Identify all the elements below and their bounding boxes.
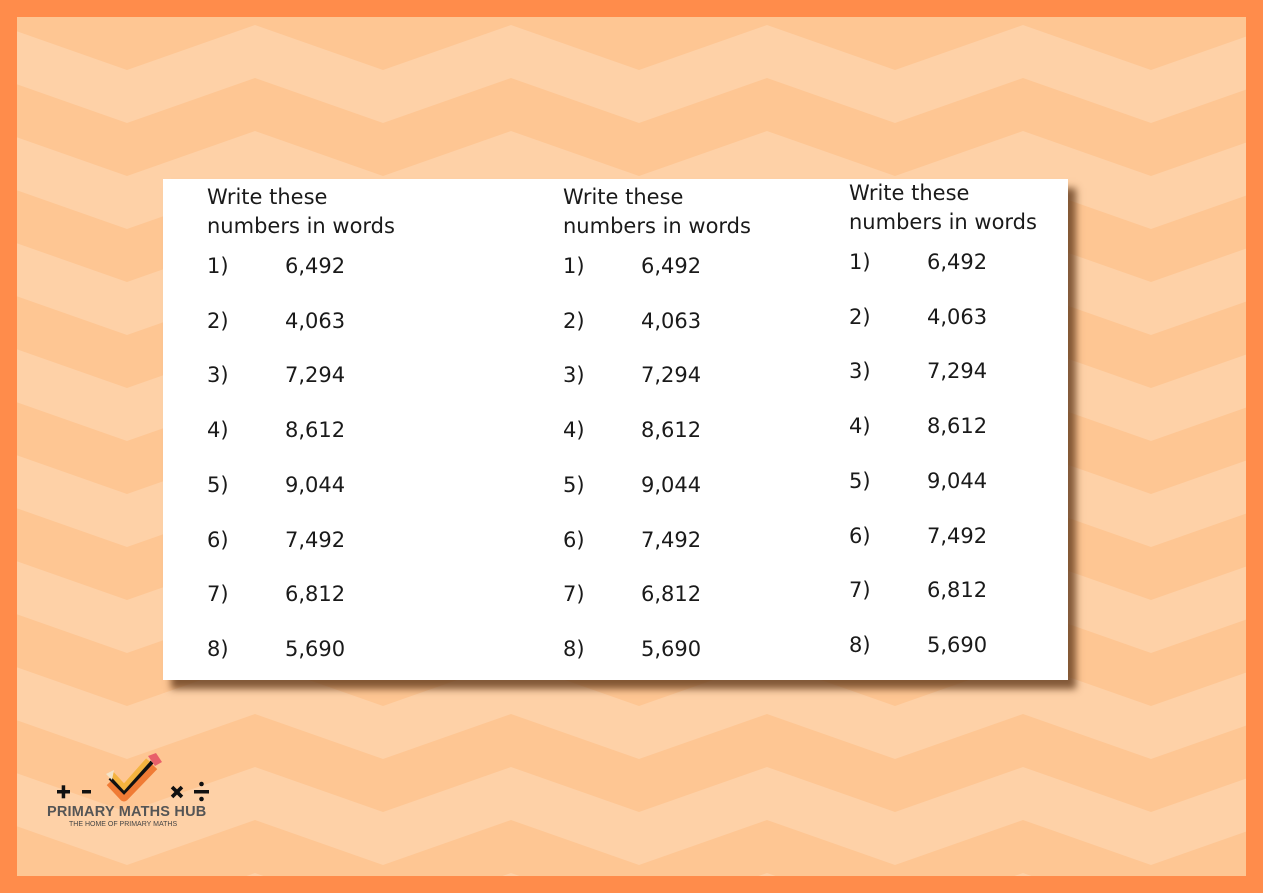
number-to-write: 6,812 [641,582,702,607]
question-number: 3) [207,363,229,388]
heading-line-1: Write these [207,185,328,209]
logo-math-symbols-icon [57,753,209,802]
question-number: 2) [563,308,585,333]
question-number: 1) [849,250,871,274]
number-to-write: 8,612 [641,418,702,443]
question-number: 3) [849,359,871,384]
number-to-write: 7,294 [927,359,988,384]
worksheet-column: Write these numbers in words 1) 6,492 2) 4,06… [207,183,437,673]
question-number: 2) [849,304,871,329]
question-number: 5) [849,468,871,493]
question-number: 3) [563,363,585,388]
number-to-write: 6,492 [927,250,988,274]
question-number: 8) [207,636,229,661]
question-number: 1) [207,254,229,278]
checkmark-pencil-icon [106,753,162,802]
column-heading: Write these numbers in words [563,183,793,241]
number-to-write: 7,492 [927,523,988,548]
number-to-write: 6,812 [285,582,346,607]
column-heading: Write these numbers in words [207,183,437,241]
question-number: 8) [849,632,871,657]
number-to-write: 9,044 [641,472,702,497]
question-number: 6) [849,523,871,548]
question-number: 7) [849,578,871,603]
question-number: 1) [563,254,585,278]
question-number: 8) [563,636,585,661]
heading-line-2: numbers in words [563,214,751,238]
number-to-write: 5,690 [641,636,702,661]
heading-line-2: numbers in words [207,214,395,238]
question-number: 7) [207,582,229,607]
question-number: 6) [207,527,229,552]
question-number: 2) [207,308,229,333]
number-to-write: 7,492 [641,527,702,552]
number-to-write: 4,063 [927,304,988,329]
question-number: 4) [563,418,585,443]
number-to-write: 4,063 [285,308,346,333]
number-to-write: 7,294 [641,363,702,388]
heading-line-1: Write these [849,181,970,205]
worksheet-card: Write these numbers in words 1) 6,492 2) 4,06… [163,179,1068,680]
heading-line-2: numbers in words [849,210,1037,234]
number-to-write: 7,294 [285,363,346,388]
number-to-write: 6,492 [285,254,346,278]
question-number: 5) [563,472,585,497]
number-to-write: 6,812 [927,578,988,603]
question-number: 4) [849,414,871,439]
question-number: 7) [563,582,585,607]
number-to-write: 8,612 [927,414,988,439]
number-to-write: 4,063 [641,308,702,333]
number-to-write: 8,612 [285,418,346,443]
number-to-write: 6,492 [641,254,702,278]
number-to-write: 5,690 [927,632,988,657]
logo-brand-name: PRIMARY MATHS HUB [47,804,207,820]
number-to-write: 7,492 [285,527,346,552]
question-number: 6) [563,527,585,552]
question-number: 5) [207,472,229,497]
question-number: 4) [207,418,229,443]
column-heading: Write these numbers in words [849,179,1079,237]
number-to-write: 5,690 [285,636,346,661]
worksheet-column: Write these numbers in words 1) 6,492 2) 4,06… [563,183,793,673]
primary-maths-hub-logo: PRIMARY MATHS HUB THE HOME OF PRIMARY MA… [44,752,224,832]
logo-tagline: THE HOME OF PRIMARY MATHS [69,821,178,828]
worksheet-column: Write these numbers in words 1) 6,492 2) 4,06… [849,179,1079,669]
heading-line-1: Write these [563,185,684,209]
number-to-write: 9,044 [927,468,988,493]
number-to-write: 9,044 [285,472,346,497]
